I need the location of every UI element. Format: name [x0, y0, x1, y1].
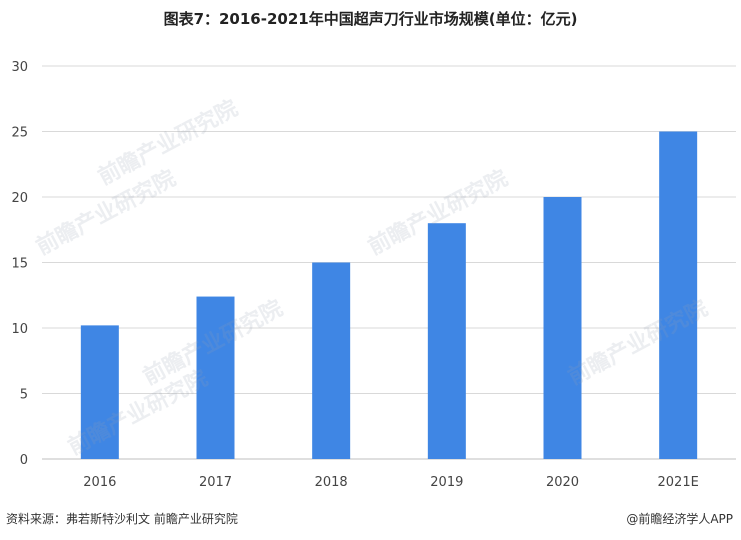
y-tick-label: 25	[11, 126, 28, 141]
bar-2017	[196, 296, 235, 459]
bar-2018	[312, 262, 351, 459]
bars	[80, 131, 698, 459]
x-axis-labels: 2016 2017 2018 2019 2020 2021E	[83, 475, 699, 490]
x-tick-label: 2016	[83, 475, 116, 490]
y-tick-label: 0	[20, 453, 28, 468]
x-tick-label: 2018	[315, 475, 348, 490]
y-tick-label: 20	[11, 191, 28, 206]
y-tick-label: 10	[11, 322, 28, 337]
bar-2020	[543, 197, 582, 459]
y-tick-label: 15	[11, 257, 28, 272]
x-tick-label: 2019	[430, 475, 463, 490]
bar-2016	[80, 325, 119, 459]
credit-note: @前瞻经济学人APP	[626, 512, 733, 526]
gridlines	[42, 65, 736, 460]
source-note: 资料来源：弗若斯特沙利文 前瞻产业研究院	[6, 512, 238, 526]
bar-2021E	[659, 131, 698, 459]
bar-2019	[427, 223, 466, 459]
y-tick-label: 30	[11, 60, 28, 75]
y-tick-label: 5	[20, 388, 28, 403]
chart-title: 图表7：2016-2021年中国超声刀行业市场规模(单位：亿元)	[163, 10, 578, 28]
y-axis-labels: 0 5 10 15 20 25 30	[11, 60, 28, 468]
x-tick-label: 2020	[546, 475, 579, 490]
x-tick-label: 2017	[199, 475, 232, 490]
x-tick-label: 2021E	[658, 475, 699, 490]
